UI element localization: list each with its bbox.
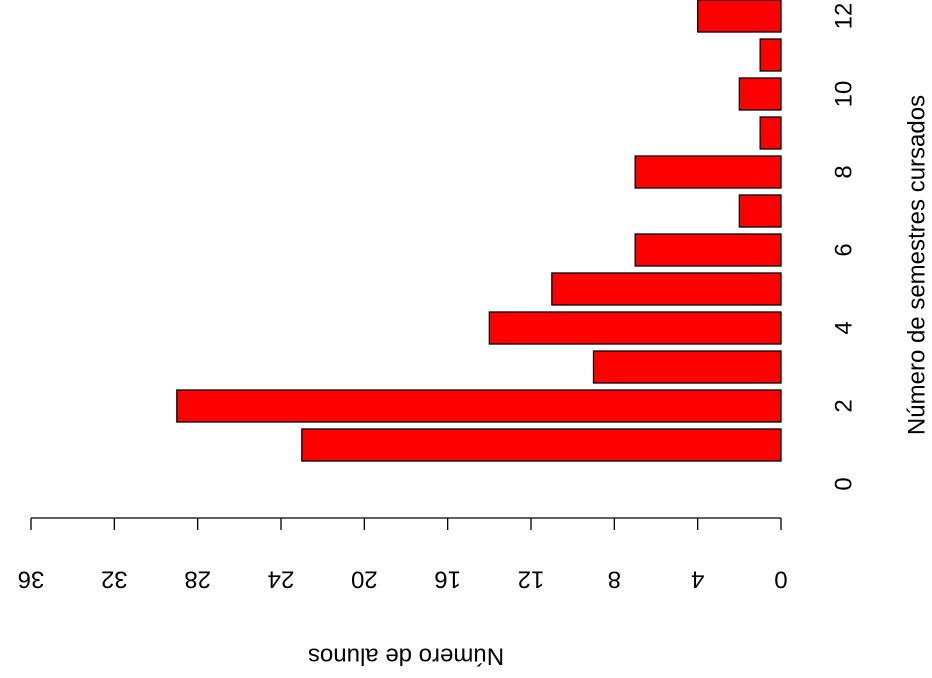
y-tick-label: 6 bbox=[830, 243, 857, 256]
y-tick-label: 4 bbox=[830, 321, 857, 334]
x-axis-title: Número de alunos bbox=[308, 643, 504, 670]
y-tick-label: 8 bbox=[830, 165, 857, 178]
x-tick-label: 4 bbox=[691, 566, 704, 593]
bar bbox=[551, 272, 782, 306]
x-tick-label: 20 bbox=[351, 566, 378, 593]
bar bbox=[488, 311, 782, 345]
bar bbox=[759, 116, 782, 150]
y-tick-label: 10 bbox=[830, 81, 857, 108]
bar bbox=[301, 428, 782, 462]
y-axis-title: Número de semestres cursados bbox=[903, 95, 930, 435]
bar bbox=[592, 350, 782, 384]
bar bbox=[759, 38, 782, 72]
y-tick-label: 2 bbox=[830, 399, 857, 412]
bar bbox=[634, 155, 782, 189]
x-tick-label: 36 bbox=[18, 566, 45, 593]
x-tick-label: 24 bbox=[268, 566, 295, 593]
bar bbox=[697, 0, 782, 33]
x-tick-label: 0 bbox=[774, 566, 787, 593]
x-tick-label: 16 bbox=[434, 566, 461, 593]
x-tick-label: 28 bbox=[184, 566, 211, 593]
y-tick-label: 12 bbox=[830, 3, 857, 30]
x-tick-label: 32 bbox=[101, 566, 128, 593]
x-tick-label: 8 bbox=[608, 566, 621, 593]
x-tick-label: 12 bbox=[518, 566, 545, 593]
bar bbox=[738, 194, 782, 228]
bar bbox=[176, 389, 782, 423]
bar bbox=[738, 77, 782, 111]
bar bbox=[634, 233, 782, 267]
y-tick-label: 0 bbox=[830, 477, 857, 490]
